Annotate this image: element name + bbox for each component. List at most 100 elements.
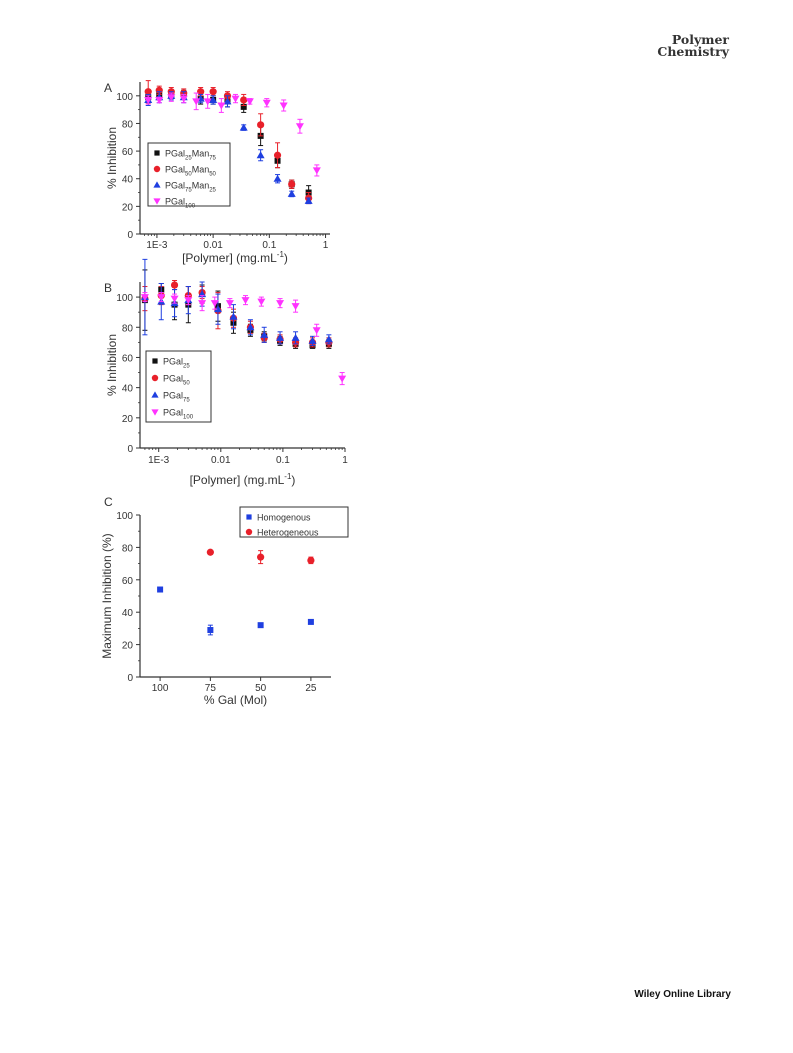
data-point <box>312 327 321 335</box>
legend-subscript: 75 <box>185 188 192 194</box>
data-point <box>203 98 212 106</box>
legend-entry-mid: Man <box>192 165 210 175</box>
legend-marker <box>153 165 161 173</box>
legend-subscript: 100 <box>183 415 194 421</box>
panel-letter: A <box>104 81 112 95</box>
x-tick-label: 50 <box>255 683 267 694</box>
legend-subscript: 100 <box>185 204 196 210</box>
x-tick-label: 25 <box>305 683 317 694</box>
data-point <box>239 123 248 131</box>
y-tick-label: 0 <box>127 444 133 455</box>
data-point <box>217 102 226 110</box>
legend-entry: Heterogeneous <box>257 528 319 538</box>
y-tick-label: 60 <box>122 147 134 158</box>
data-point <box>179 95 188 103</box>
legend-subscript: 75 <box>209 156 216 162</box>
x-tick-label: 0.01 <box>211 455 231 466</box>
journal-name: Polymer Chemistry <box>657 34 729 57</box>
legend-entry: Homogenous <box>257 513 311 523</box>
y-tick-label: 20 <box>122 202 134 213</box>
series-4 <box>144 92 321 177</box>
data-point <box>291 333 300 341</box>
panel-letter: B <box>104 281 112 295</box>
legend-subscript: 50 <box>209 172 216 178</box>
data-point <box>245 98 254 106</box>
y-tick-label: 40 <box>122 608 134 619</box>
y-tick-label: 0 <box>127 673 133 684</box>
legend-entry: PGal75Man25 <box>165 181 217 194</box>
legend-entry-mid: Man <box>192 181 210 191</box>
data-point <box>260 330 269 338</box>
y-tick-label: 100 <box>116 293 133 304</box>
series-1 <box>157 586 314 636</box>
x-axis-label-end: ) <box>291 473 295 487</box>
legend-subscript: 75 <box>183 398 190 404</box>
data-point <box>241 297 250 305</box>
y-tick-label: 20 <box>122 414 134 425</box>
data-point <box>140 294 149 302</box>
y-tick-label: 40 <box>122 384 134 395</box>
legend-box <box>239 506 349 538</box>
journal-name-line1: Polymer <box>671 32 729 47</box>
chart-panel-b: B 0 20 40 60 80 100 1E-3 0.01 0.1 1 [Polymer] (mg.m… <box>104 258 348 487</box>
data-point <box>295 123 304 131</box>
data-point <box>184 297 193 305</box>
legend-marker <box>151 391 159 398</box>
x-tick-label: 1E-3 <box>146 240 168 251</box>
y-tick-label: 100 <box>116 511 133 522</box>
y-tick-label: 80 <box>122 543 134 554</box>
data-point <box>144 88 152 96</box>
legend-entry-mid: Man <box>192 149 210 159</box>
data-point <box>240 103 247 110</box>
data-point <box>291 303 300 311</box>
x-axis-label-superscript: -1 <box>284 472 292 481</box>
data-point <box>276 333 285 341</box>
data-point <box>307 556 315 564</box>
legend-marker <box>152 358 158 364</box>
x-axis-label-superscript: -1 <box>277 250 285 259</box>
data-point <box>324 335 333 343</box>
data-point <box>273 174 282 182</box>
data-point <box>256 151 265 159</box>
legend-marker <box>153 181 161 188</box>
legend: Homogenous Heterogeneous <box>239 506 349 538</box>
y-tick-label: 80 <box>122 323 134 334</box>
data-point <box>170 281 179 289</box>
data-point <box>276 300 285 308</box>
legend-box <box>147 142 231 207</box>
legend-entry: PGal50Man50 <box>165 165 217 178</box>
y-tick-label: 20 <box>122 641 134 652</box>
data-point <box>312 167 321 175</box>
legend-marker <box>246 514 252 520</box>
data-point <box>157 586 164 593</box>
y-tick-label: 0 <box>127 230 133 241</box>
data-point <box>257 298 266 306</box>
data-point <box>157 294 166 302</box>
series-3 <box>140 258 333 346</box>
y-tick-label: 80 <box>122 119 134 130</box>
x-tick-label: 0.1 <box>276 455 290 466</box>
legend-subscript: 25 <box>185 156 192 162</box>
legend-subscript: 25 <box>209 188 216 194</box>
data-point <box>304 196 313 204</box>
data-point <box>155 96 164 104</box>
data-point <box>257 121 265 129</box>
data-point <box>229 312 238 320</box>
data-point <box>198 300 207 308</box>
data-point <box>144 96 153 104</box>
data-point <box>257 622 264 629</box>
data-point <box>209 95 218 103</box>
series-2 <box>206 548 315 565</box>
data-point <box>170 295 179 303</box>
x-tick-label: 1E-3 <box>148 455 170 466</box>
footer-text: Wiley Online Library <box>634 989 731 1000</box>
x-tick-label: 1 <box>342 455 348 466</box>
data-point <box>207 627 214 634</box>
legend-marker <box>245 528 253 536</box>
data-point <box>167 94 176 102</box>
x-axis-label: [Polymer] (mg.mL-1) <box>182 250 288 265</box>
data-point <box>262 99 271 107</box>
data-point <box>231 95 240 103</box>
legend-subscript: 25 <box>183 364 190 370</box>
